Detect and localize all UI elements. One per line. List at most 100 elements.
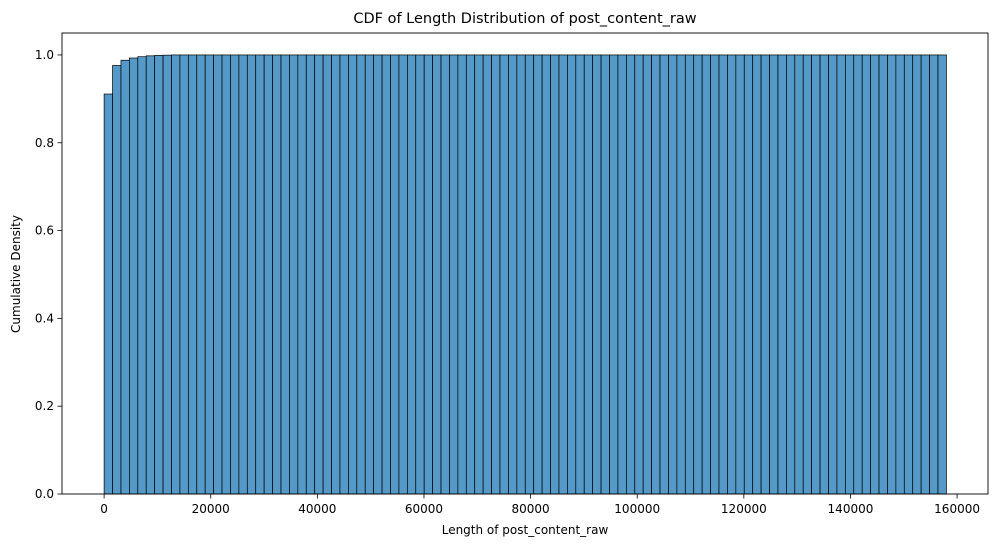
histogram-bar <box>533 54 543 495</box>
histogram-bar <box>786 54 796 495</box>
y-tick-label: 0.0 <box>35 487 54 501</box>
x-tick-label: 60000 <box>405 502 443 516</box>
histogram-bar <box>844 54 855 495</box>
x-tick-label: 80000 <box>512 502 550 516</box>
histogram-bar <box>314 54 324 495</box>
histogram-bar <box>331 54 341 495</box>
histogram-bar <box>356 54 366 495</box>
histogram-bar <box>305 54 316 495</box>
histogram-bar <box>196 54 206 495</box>
histogram-bar <box>583 54 594 495</box>
x-tick-label: 120000 <box>721 502 767 516</box>
histogram-bar <box>811 54 821 495</box>
histogram-bar <box>482 54 492 495</box>
histogram-bar <box>171 54 181 495</box>
x-tick-label: 40000 <box>298 502 336 516</box>
histogram-bar <box>179 54 189 495</box>
y-tick-label: 0.8 <box>35 136 54 150</box>
histogram-bar <box>853 54 863 495</box>
y-tick-label: 0.2 <box>35 399 54 413</box>
histogram-bar <box>474 54 484 495</box>
histogram-bar <box>836 54 846 495</box>
x-tick-label: 100000 <box>614 502 660 516</box>
histogram-bar <box>406 54 417 495</box>
histogram-bar <box>129 57 139 495</box>
histogram-bar <box>870 54 880 495</box>
histogram-bar <box>213 54 223 495</box>
histogram-bar <box>524 54 535 495</box>
histogram-bar <box>390 54 400 495</box>
histogram-bar <box>263 54 273 495</box>
histogram-bar <box>828 54 838 495</box>
histogram-bar <box>508 54 518 495</box>
histogram-bar <box>381 54 391 495</box>
histogram-bar <box>289 54 299 495</box>
histogram-bar <box>145 55 156 495</box>
histogram-bar <box>600 54 610 495</box>
histogram-bar <box>710 54 720 495</box>
histogram-bar <box>112 65 122 495</box>
y-axis: 0.0 0.2 0.4 0.6 0.8 1.0 <box>35 48 62 501</box>
histogram-bar <box>246 54 257 495</box>
histogram-bar <box>718 54 728 495</box>
histogram-bar <box>550 54 560 495</box>
histogram-bar <box>668 54 678 495</box>
histogram-bar <box>777 54 787 495</box>
y-tick-label: 1.0 <box>35 48 54 62</box>
histogram-bar <box>903 54 914 495</box>
x-axis: 0 20000 40000 60000 80000 100000 120000 140000 1… <box>100 494 980 516</box>
histogram-bar <box>364 54 375 495</box>
x-tick-label: 140000 <box>828 502 874 516</box>
histogram-bar <box>861 54 871 495</box>
histogram-bar <box>912 54 922 495</box>
histogram-bar <box>255 54 265 495</box>
histogram-bar <box>684 54 695 495</box>
histogram-bar <box>727 54 737 495</box>
histogram-bar <box>735 54 745 495</box>
x-tick-label: 0 <box>100 502 108 516</box>
histogram-bar <box>423 54 433 495</box>
histogram-bar <box>760 54 770 495</box>
histogram-bar <box>802 54 812 495</box>
histogram-bar <box>642 54 652 495</box>
histogram-bar <box>137 56 147 495</box>
histogram-bar <box>280 54 290 495</box>
histogram-bar <box>634 54 644 495</box>
histogram-bar <box>659 54 669 495</box>
histogram-bar <box>878 54 888 495</box>
histogram-bar <box>651 54 661 495</box>
chart-title: CDF of Length Distribution of post_conte… <box>353 11 696 27</box>
histogram-bar <box>398 54 408 495</box>
histogram-bar <box>373 54 383 495</box>
histogram-bar <box>937 54 947 495</box>
histogram-bar <box>558 54 568 495</box>
histogram-bar <box>499 54 509 495</box>
histogram-bar <box>348 54 358 495</box>
histogram-bar <box>752 54 762 495</box>
histogram-bar <box>491 54 501 495</box>
histogram-bar <box>297 54 307 495</box>
x-axis-label: Length of post_content_raw <box>442 523 609 537</box>
histogram-bar <box>609 54 619 495</box>
histogram-bar <box>592 54 602 495</box>
histogram-bar <box>567 54 577 495</box>
plot-frame <box>61 32 989 495</box>
histogram-bar <box>238 54 248 495</box>
histogram-bar <box>162 54 172 495</box>
histogram-bar <box>693 54 703 495</box>
histogram-bar <box>575 54 585 495</box>
y-axis-label: Cumulative Density <box>9 215 23 333</box>
x-tick-label: 20000 <box>192 502 230 516</box>
histogram-bar <box>895 54 905 495</box>
y-tick-label: 0.4 <box>35 311 54 325</box>
histogram-bar <box>676 54 686 495</box>
histogram-bar <box>457 54 467 495</box>
y-tick-label: 0.6 <box>35 224 54 238</box>
histogram-bar <box>929 54 939 495</box>
histogram-bar <box>339 54 349 495</box>
histogram-bar <box>187 54 198 495</box>
x-tick-label: 160000 <box>934 502 980 516</box>
histogram-bar <box>272 54 282 495</box>
histogram-bar <box>221 54 231 495</box>
histogram-bar <box>541 54 551 495</box>
